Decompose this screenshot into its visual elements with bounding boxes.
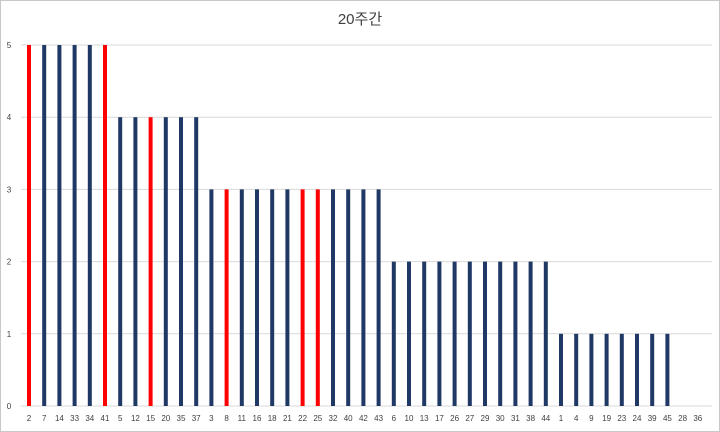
x-tick-label: 27 (465, 414, 474, 423)
bar-43 (376, 189, 381, 406)
bar-26 (452, 261, 457, 406)
bar-30 (498, 261, 503, 406)
x-tick-label: 40 (344, 414, 353, 423)
bar-32 (331, 189, 335, 406)
bar-39 (650, 333, 655, 406)
y-tick-label: 1 (7, 330, 12, 339)
x-tick-label: 10 (405, 414, 414, 423)
bar-15 (148, 117, 153, 406)
x-tick-label: 42 (359, 414, 368, 423)
x-tick-label: 30 (496, 414, 505, 423)
bar-17 (437, 261, 442, 406)
bar-29 (483, 261, 487, 406)
bar-19 (604, 333, 609, 406)
x-tick-label: 22 (298, 414, 307, 423)
bar-6 (391, 261, 396, 406)
bar-14 (57, 45, 62, 406)
x-tick-label: 38 (526, 414, 535, 423)
x-tick-label: 36 (693, 414, 702, 423)
bar-5 (118, 117, 123, 406)
y-tick-label: 0 (7, 402, 12, 411)
x-tick-label: 7 (42, 414, 47, 423)
x-tick-label: 18 (268, 414, 277, 423)
bar-40 (346, 189, 351, 406)
x-tick-label: 32 (329, 414, 338, 423)
bar-41 (103, 45, 107, 406)
y-tick-label: 4 (7, 113, 12, 122)
x-tick-label: 45 (663, 414, 672, 423)
x-tick-label: 15 (146, 414, 155, 423)
x-tick-label: 14 (55, 414, 64, 423)
x-tick-label: 26 (450, 414, 459, 423)
bar-21 (285, 189, 290, 406)
bar-3 (209, 189, 214, 406)
x-tick-label: 41 (101, 414, 110, 423)
x-tick-label: 8 (224, 414, 229, 423)
bar-9 (589, 333, 594, 406)
x-tick-label: 44 (541, 414, 550, 423)
bar-45 (665, 333, 670, 406)
x-tick-label: 29 (481, 414, 490, 423)
x-tick-label: 31 (511, 414, 520, 423)
x-tick-label: 5 (118, 414, 123, 423)
bar-1 (559, 333, 563, 406)
x-tick-label: 35 (177, 414, 186, 423)
y-tick-label: 2 (7, 258, 12, 267)
bar-11 (239, 189, 244, 406)
bar-24 (635, 333, 639, 406)
x-tick-label: 23 (617, 414, 626, 423)
x-tick-label: 25 (313, 414, 322, 423)
x-tick-label: 6 (392, 414, 397, 423)
x-tick-label: 33 (70, 414, 79, 423)
x-tick-label: 34 (85, 414, 94, 423)
x-tick-label: 11 (238, 414, 247, 423)
x-tick-label: 39 (648, 414, 657, 423)
bar-44 (543, 261, 548, 406)
bar-34 (87, 45, 92, 406)
bar-18 (270, 189, 275, 406)
bar-38 (528, 261, 533, 406)
bar-25 (315, 189, 320, 406)
x-tick-label: 9 (589, 414, 594, 423)
x-tick-label: 2 (27, 414, 32, 423)
bar-8 (224, 189, 229, 406)
bar-4 (574, 333, 579, 406)
x-tick-label: 24 (633, 414, 642, 423)
x-tick-label: 4 (574, 414, 579, 423)
bar-10 (407, 261, 411, 406)
bar-13 (422, 261, 427, 406)
x-tick-label: 13 (420, 414, 429, 423)
x-tick-label: 12 (131, 414, 140, 423)
bar-42 (361, 189, 366, 406)
x-tick-label: 1 (559, 414, 564, 423)
bar-22 (300, 189, 305, 406)
x-tick-label: 43 (374, 414, 383, 423)
bar-31 (513, 261, 518, 406)
y-tick-label: 5 (7, 41, 12, 50)
bar-12 (133, 117, 138, 406)
x-tick-label: 37 (192, 414, 201, 423)
x-tick-label: 16 (253, 414, 262, 423)
x-tick-label: 17 (435, 414, 444, 423)
x-tick-label: 21 (283, 414, 292, 423)
bar-33 (72, 45, 77, 406)
y-tick-label: 3 (7, 185, 12, 194)
bar-16 (255, 189, 259, 406)
x-tick-label: 3 (209, 414, 214, 423)
x-tick-label: 19 (602, 414, 611, 423)
bar-37 (194, 117, 199, 406)
bar-35 (179, 117, 183, 406)
bar-27 (467, 261, 472, 406)
bar-23 (619, 333, 624, 406)
x-tick-label: 20 (161, 414, 170, 423)
bar-20 (163, 117, 168, 406)
chart-title: 20주간 (337, 11, 383, 28)
bar-7 (42, 45, 47, 406)
bar-2 (27, 45, 31, 406)
x-tick-label: 28 (678, 414, 687, 423)
